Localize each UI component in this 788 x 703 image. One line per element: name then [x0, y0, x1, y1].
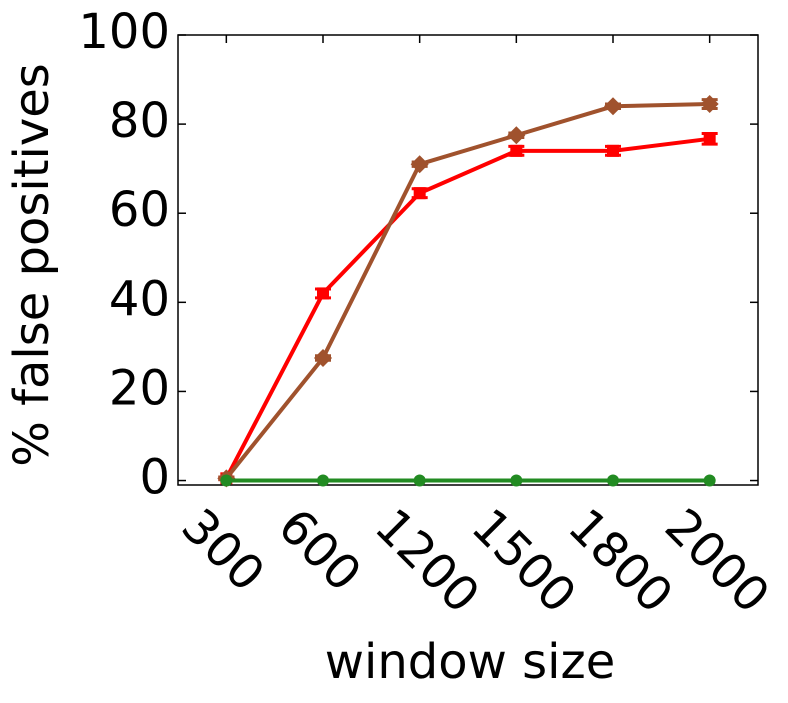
- marker: [314, 349, 332, 368]
- plot-frame: [177, 34, 759, 486]
- marker: [510, 474, 523, 487]
- marker: [317, 287, 329, 300]
- x-tick-label: 2000: [654, 498, 780, 624]
- marker: [607, 144, 619, 157]
- x-axis-label: window size: [325, 634, 615, 690]
- marker: [220, 474, 233, 487]
- y-axis-label: % false positives: [4, 63, 60, 467]
- series-line: [224, 102, 710, 480]
- marker: [510, 144, 523, 157]
- marker: [410, 155, 429, 174]
- y-tick-label: 100: [78, 4, 170, 60]
- y-tick-label: 40: [109, 271, 170, 327]
- marker: [700, 95, 719, 114]
- x-tick-label: 600: [267, 498, 371, 602]
- marker: [317, 474, 329, 487]
- x-tick-label: 1500: [461, 498, 587, 624]
- y-tick-label: 0: [139, 450, 170, 506]
- marker: [703, 474, 716, 487]
- series-line: [224, 136, 710, 480]
- marker: [604, 97, 622, 116]
- marker: [607, 474, 619, 487]
- marker: [413, 474, 426, 487]
- marker: [507, 126, 526, 145]
- marker: [413, 187, 426, 200]
- y-tick-label: 60: [109, 182, 170, 238]
- x-tick-label: 300: [171, 498, 275, 602]
- y-tick-label: 20: [109, 360, 170, 416]
- x-tick-label: 1800: [557, 498, 683, 624]
- x-tick-label: 1200: [364, 498, 490, 624]
- y-tick-label: 80: [109, 93, 170, 149]
- marker: [703, 132, 716, 145]
